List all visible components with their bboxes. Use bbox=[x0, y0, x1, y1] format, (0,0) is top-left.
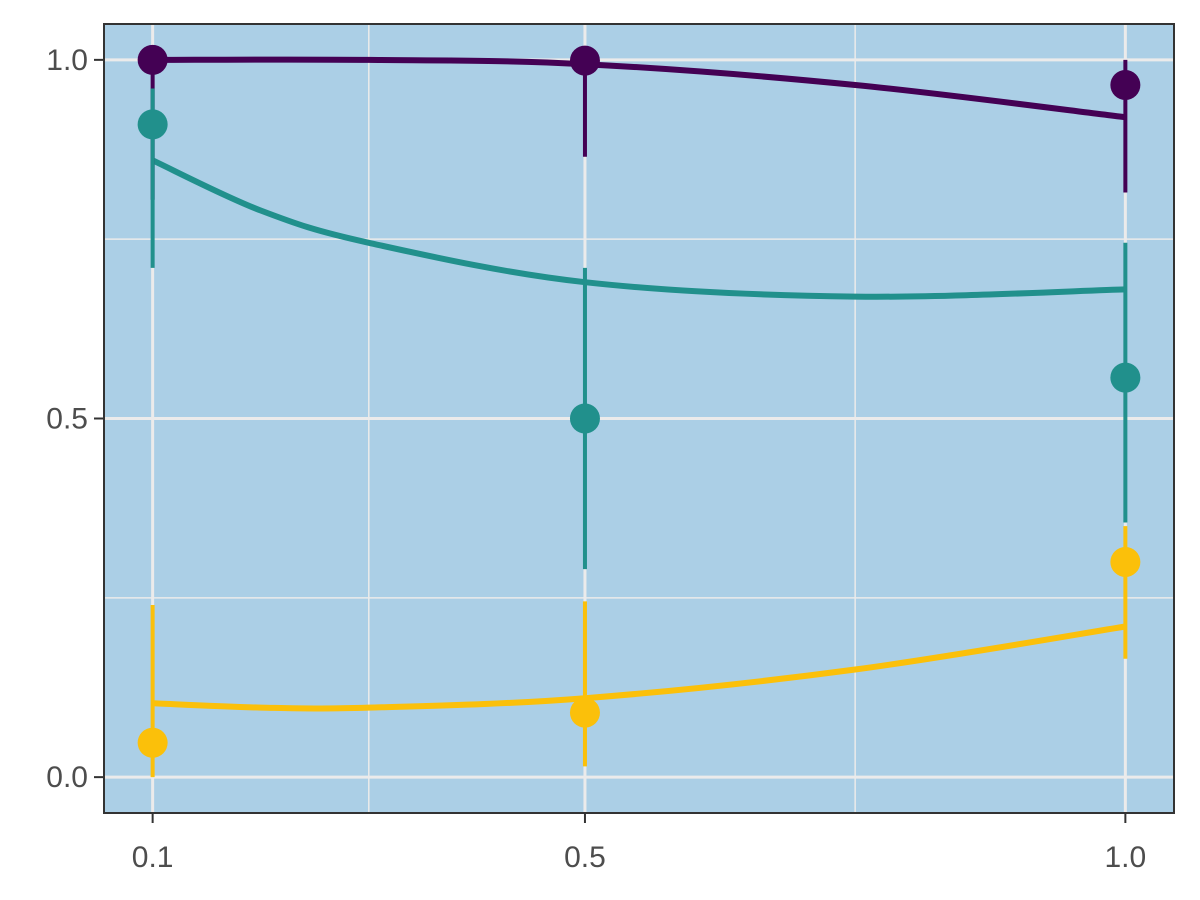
data-point bbox=[137, 109, 168, 140]
data-point bbox=[1110, 69, 1141, 100]
fit-line-series-2 bbox=[151, 157, 1126, 300]
data-point bbox=[569, 697, 600, 728]
data-point bbox=[1110, 362, 1141, 393]
axes: 0.0 0.5 1.0 0.1 0.5 1.0 bbox=[46, 44, 1146, 874]
fit-line-series-1 bbox=[152, 56, 1126, 121]
data-point bbox=[569, 403, 600, 434]
x-tick-label: 0.5 bbox=[564, 841, 606, 874]
y-tick-label: 0.5 bbox=[46, 403, 88, 436]
data-point bbox=[569, 45, 600, 76]
y-tick-label: 0.0 bbox=[46, 761, 88, 794]
fit-line-series-3 bbox=[152, 623, 1126, 712]
fit-lines bbox=[151, 56, 1126, 712]
x-tick-label: 1.0 bbox=[1105, 841, 1147, 874]
x-tick-label: 0.1 bbox=[132, 841, 174, 874]
data-point bbox=[1110, 546, 1141, 577]
y-tick-label: 1.0 bbox=[46, 44, 88, 77]
data-points bbox=[137, 44, 1141, 758]
data-point bbox=[137, 727, 168, 758]
data-point bbox=[137, 44, 168, 75]
